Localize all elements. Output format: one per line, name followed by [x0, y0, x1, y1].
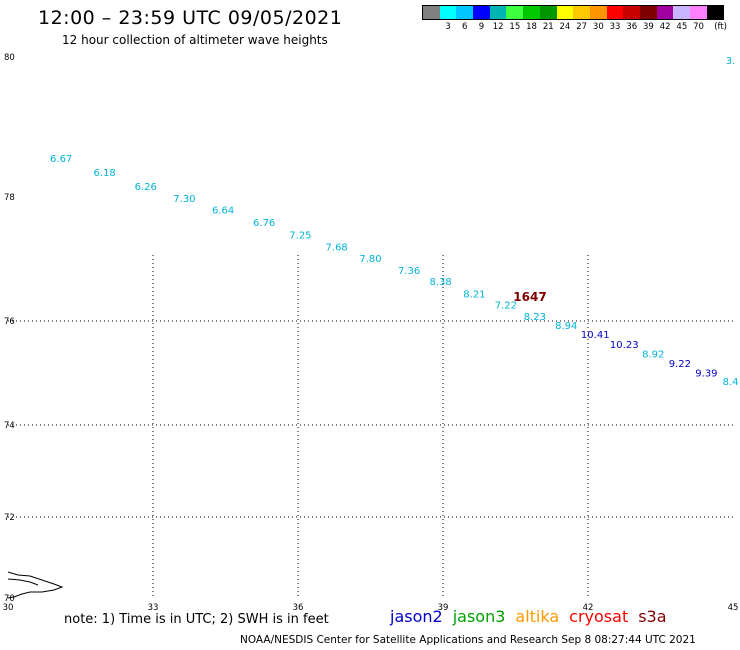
mission-s3a: s3a — [638, 607, 667, 626]
legend-labels: 3 6 9 12 15 18 21 24 27 30 33 36 39 42 45 70 (ft) — [422, 20, 727, 32]
lon-tick-label: 39 — [438, 603, 449, 613]
legend-unit: (ft) — [714, 22, 727, 32]
wave-height-value: 8.38 — [429, 277, 451, 288]
wave-height-value: 3. — [726, 56, 736, 67]
lat-tick-label: 78 — [4, 193, 15, 203]
wave-height-value: 7.80 — [359, 254, 381, 265]
wave-height-value: 10.23 — [610, 340, 639, 351]
wave-height-value: 6.64 — [212, 206, 234, 217]
lat-tick-label: 74 — [4, 421, 15, 431]
legend-color-bar — [422, 5, 725, 20]
axis-tick-labels: 30 33 36 39 42 45 70 72 74 76 78 80 — [3, 53, 739, 613]
legend-label: 70 — [693, 22, 704, 32]
wave-height-value: 6.67 — [50, 154, 72, 165]
legend-swatch — [423, 6, 440, 19]
wave-height-value: 7.25 — [289, 231, 311, 242]
wave-height-value: 8.23 — [524, 312, 546, 323]
legend-swatch — [656, 6, 674, 19]
wave-height-value: 9.22 — [669, 359, 691, 370]
lat-tick-label: 80 — [4, 53, 15, 63]
legend-swatch — [706, 6, 724, 19]
legend-label: 6 — [462, 22, 468, 32]
wave-height-value: 7.36 — [398, 266, 420, 277]
legend-swatch — [489, 6, 507, 19]
lat-tick-label: 70 — [4, 594, 15, 604]
map-grid — [8, 255, 733, 598]
coastline-path — [7, 571, 64, 599]
legend-label: 33 — [609, 22, 621, 32]
legend-swatch — [589, 6, 607, 19]
wave-height-value: 7.22 — [495, 301, 517, 312]
legend-label: 42 — [659, 22, 671, 32]
legend-label: 9 — [478, 22, 485, 32]
legend-swatch — [439, 6, 457, 19]
legend-label: 39 — [643, 22, 654, 32]
legend-label: 12 — [492, 22, 504, 32]
wave-height-legend: 3 6 9 12 15 18 21 24 27 30 33 36 39 42 45 70 (ft) — [422, 5, 727, 32]
pass-time-label: 1647 — [513, 290, 546, 304]
wave-height-value: 8.21 — [463, 289, 485, 300]
footer-note: note: 1) Time is in UTC; 2) SWH is in fe… — [64, 612, 329, 627]
page-title: 12:00 – 23:59 UTC 09/05/2021 — [38, 7, 343, 29]
legend-label: 21 — [542, 22, 554, 32]
credit-line: NOAA/NESDIS Center for Satellite Applica… — [240, 634, 696, 646]
lon-tick-label: 36 — [293, 603, 304, 613]
wave-height-observations: 3. 6.67 6.18 6.26 7.30 6.64 6.76 7.25 7.68 7.80 7.… — [50, 56, 739, 388]
legend-label: 15 — [509, 22, 521, 32]
legend-swatch — [690, 6, 707, 19]
legend-swatch — [623, 6, 640, 19]
lat-tick-label: 72 — [4, 513, 15, 523]
legend-swatch — [606, 6, 624, 19]
legend-swatch — [573, 6, 590, 19]
mission-cryosat: cryosat — [569, 607, 629, 626]
lon-tick-label: 33 — [148, 603, 159, 613]
legend-swatch — [673, 6, 690, 19]
wave-height-value: 7.68 — [326, 242, 348, 253]
coastline-inlet — [7, 578, 39, 586]
wave-height-value: 8.92 — [642, 349, 664, 360]
legend-label: 45 — [676, 22, 688, 32]
legend-swatch — [539, 6, 557, 19]
legend-swatch — [523, 6, 540, 19]
legend-label: 27 — [576, 22, 588, 32]
wave-height-value: 6.26 — [135, 182, 157, 193]
legend-label: 18 — [526, 22, 537, 32]
wave-height-value: 10.41 — [581, 330, 610, 341]
lon-tick-label: 42 — [583, 603, 594, 613]
mission-jason2: jason2 — [390, 607, 443, 626]
wave-height-value: 6.18 — [94, 168, 116, 179]
page-subtitle: 12 hour collection of altimeter wave hei… — [62, 33, 328, 47]
wave-height-value: 9.39 — [695, 369, 717, 380]
lon-tick-label: 30 — [3, 603, 14, 613]
legend-swatch — [639, 6, 657, 19]
wave-height-value: 6.76 — [253, 218, 275, 229]
legend-swatch — [456, 6, 474, 19]
mission-legend: jason2 jason3 altika cryosat s3a — [390, 607, 677, 626]
legend-swatch — [556, 6, 574, 19]
legend-label: 36 — [626, 22, 638, 32]
legend-swatch — [506, 6, 524, 19]
lon-tick-label: 45 — [728, 603, 739, 613]
coastline — [7, 571, 64, 599]
wave-height-value: 7.30 — [173, 194, 195, 205]
legend-label: 30 — [592, 22, 604, 32]
legend-swatch — [473, 6, 490, 19]
legend-label: 24 — [559, 22, 571, 32]
mission-jason3: jason3 — [452, 607, 506, 626]
wave-height-value: 8.4 — [723, 377, 739, 388]
wave-height-value: 8.94 — [555, 321, 577, 332]
mission-altika: altika — [515, 607, 560, 626]
lat-tick-label: 76 — [4, 317, 15, 327]
legend-label: 3 — [445, 22, 451, 32]
